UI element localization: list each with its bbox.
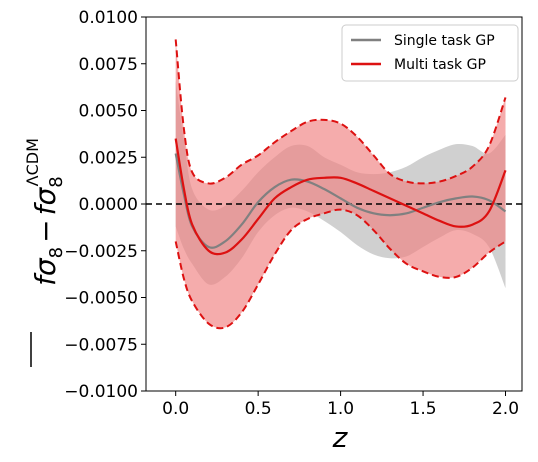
y-axis: 0.0100 0.0075 0.0050 0.0025 0.0000 −0.0025 −0.… <box>64 8 146 402</box>
y-label-ref-sub: 8 <box>46 176 67 187</box>
x-tick-label: 0.0 <box>162 399 189 419</box>
y-label-main: fσ <box>29 257 62 286</box>
legend-box <box>341 24 519 82</box>
y-tick-label: 0.0100 <box>79 8 138 28</box>
y-tick-label: −0.0050 <box>64 289 138 309</box>
y-tick-label: −0.0100 <box>64 382 138 402</box>
y-tick-label: 0.0000 <box>79 195 138 215</box>
y-tick-label: −0.0025 <box>64 242 138 262</box>
svg-text:fσ8−fσ8ΛCDM: fσ8−fσ8ΛCDM <box>23 138 67 286</box>
single-task-mean-line <box>174 153 507 249</box>
multi-task-band <box>175 39 506 329</box>
x-tick-label: 0.5 <box>245 399 272 419</box>
x-tick-label: 1.5 <box>410 399 437 419</box>
y-label-sub: 8 <box>46 247 67 258</box>
y-axis-label: fσ8−fσ8ΛCDM <box>23 138 67 367</box>
mean-lines <box>174 138 507 256</box>
y-tick-label: 0.0025 <box>79 148 138 168</box>
multi-task-upper-bound <box>174 39 507 185</box>
legend-label-multi: Multi task GP <box>394 57 486 73</box>
band-edges <box>174 39 507 330</box>
y-tick-label: 0.0075 <box>79 55 138 75</box>
y-tick-label: −0.0075 <box>64 335 138 355</box>
y-label-minus: − <box>29 219 62 242</box>
legend: Single task GP Multi task GP <box>341 24 519 82</box>
y-label-ref-main: fσ <box>29 187 62 216</box>
confidence-bands <box>175 39 506 329</box>
x-axis: 0.0 0.5 1.0 1.5 2.0 <box>162 391 519 419</box>
y-tick-label: 0.0050 <box>79 102 138 122</box>
x-axis-label: z <box>332 421 349 454</box>
y-label-ref-sup: ΛCDM <box>23 138 42 186</box>
multi-task-mean-line <box>174 138 507 256</box>
x-tick-label: 2.0 <box>492 399 519 419</box>
x-tick-label: 1.0 <box>327 399 354 419</box>
multi-task-lower-bound <box>174 208 507 330</box>
legend-label-single: Single task GP <box>394 33 495 49</box>
